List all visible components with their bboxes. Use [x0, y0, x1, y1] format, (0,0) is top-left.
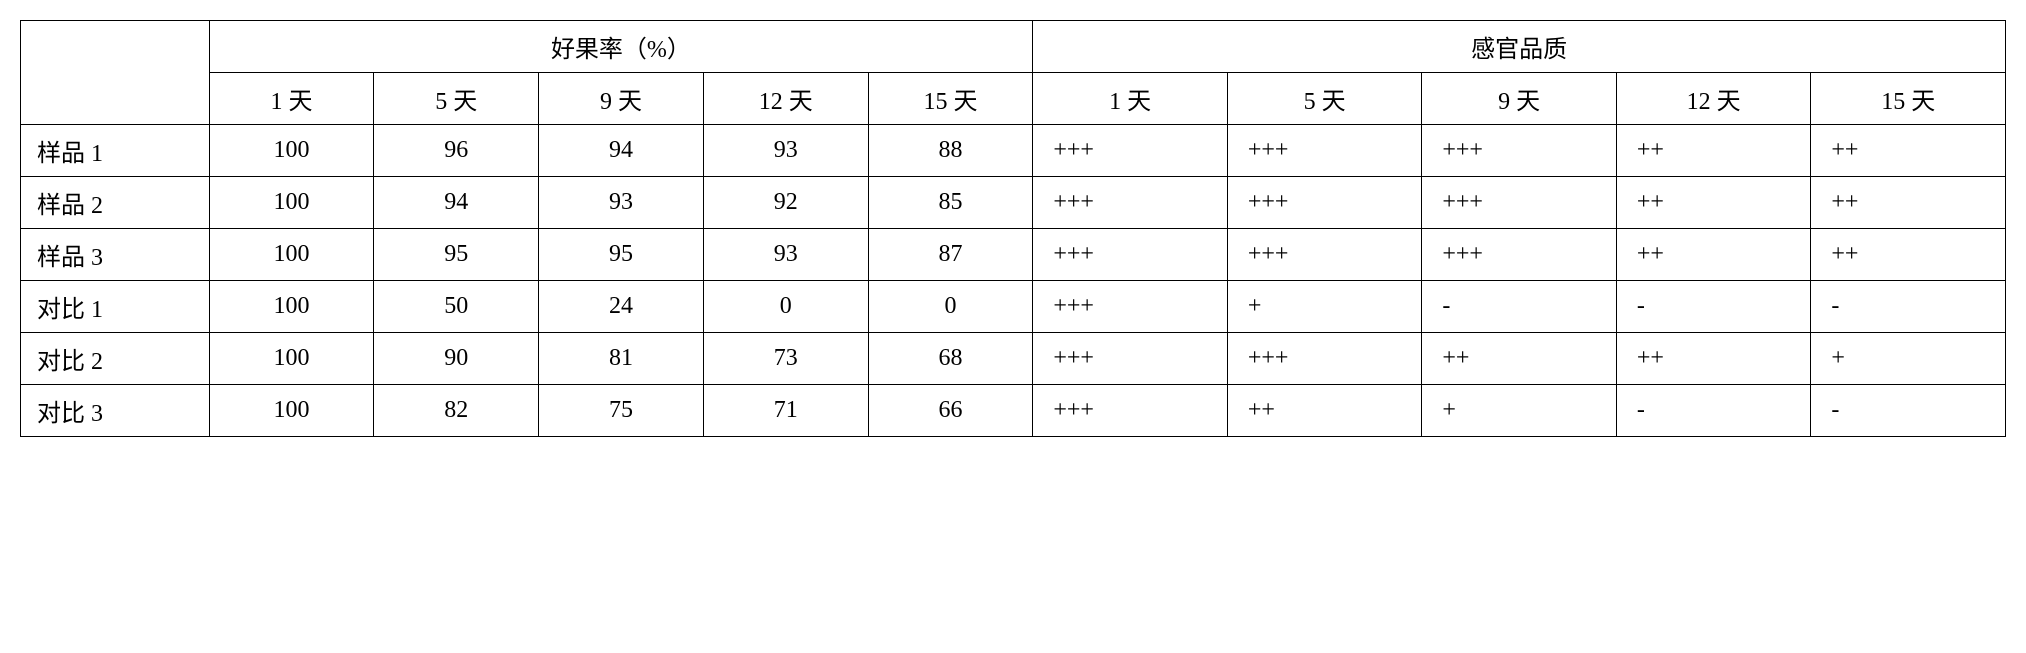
rate-cell: 0 [868, 281, 1033, 333]
subheader-cell: 5 天 [374, 73, 539, 125]
rate-cell: 100 [209, 125, 374, 177]
subheader-cell: 15 天 [1811, 73, 2006, 125]
row-label: 对比 1 [21, 281, 210, 333]
sensory-cell: +++ [1227, 229, 1422, 281]
sensory-cell: ++ [1811, 177, 2006, 229]
subheader-cell: 9 天 [1422, 73, 1617, 125]
corner-header [21, 21, 210, 125]
sensory-cell: ++ [1616, 333, 1811, 385]
table-row: 对比 2 100 90 81 73 68 +++ +++ ++ ++ + [21, 333, 2006, 385]
sensory-cell: +++ [1422, 177, 1617, 229]
table-row: 样品 3 100 95 95 93 87 +++ +++ +++ ++ ++ [21, 229, 2006, 281]
subheader-cell: 9 天 [539, 73, 704, 125]
row-label: 对比 2 [21, 333, 210, 385]
rate-cell: 93 [539, 177, 704, 229]
subheader-cell: 12 天 [703, 73, 868, 125]
rate-cell: 93 [703, 229, 868, 281]
subheader-cell: 12 天 [1616, 73, 1811, 125]
sensory-cell: +++ [1422, 125, 1617, 177]
row-label: 对比 3 [21, 385, 210, 437]
rate-cell: 75 [539, 385, 704, 437]
table-body: 样品 1 100 96 94 93 88 +++ +++ +++ ++ ++ 样… [21, 125, 2006, 437]
group-header-sensory: 感官品质 [1033, 21, 2006, 73]
sensory-cell: +++ [1033, 125, 1228, 177]
rate-cell: 94 [374, 177, 539, 229]
rate-cell: 81 [539, 333, 704, 385]
rate-cell: 94 [539, 125, 704, 177]
subheader-cell: 15 天 [868, 73, 1033, 125]
rate-cell: 66 [868, 385, 1033, 437]
sensory-cell: + [1422, 385, 1617, 437]
rate-cell: 73 [703, 333, 868, 385]
sensory-cell: + [1227, 281, 1422, 333]
sensory-cell: ++ [1227, 385, 1422, 437]
group-header-rate: 好果率（%） [209, 21, 1033, 73]
sensory-cell: - [1616, 385, 1811, 437]
sensory-cell: - [1616, 281, 1811, 333]
subheader-cell: 1 天 [1033, 73, 1228, 125]
rate-cell: 24 [539, 281, 704, 333]
sensory-cell: ++ [1422, 333, 1617, 385]
rate-cell: 85 [868, 177, 1033, 229]
rate-cell: 0 [703, 281, 868, 333]
header-row-2: 1 天 5 天 9 天 12 天 15 天 1 天 5 天 9 天 12 天 1… [21, 73, 2006, 125]
rate-cell: 100 [209, 385, 374, 437]
sensory-cell: +++ [1033, 229, 1228, 281]
rate-cell: 100 [209, 333, 374, 385]
table-row: 样品 2 100 94 93 92 85 +++ +++ +++ ++ ++ [21, 177, 2006, 229]
sensory-cell: +++ [1033, 333, 1228, 385]
sensory-cell: - [1422, 281, 1617, 333]
sensory-cell: +++ [1033, 177, 1228, 229]
sensory-cell: +++ [1227, 333, 1422, 385]
table-row: 对比 1 100 50 24 0 0 +++ + - - - [21, 281, 2006, 333]
sensory-cell: +++ [1033, 385, 1228, 437]
row-label: 样品 3 [21, 229, 210, 281]
sensory-cell: - [1811, 385, 2006, 437]
table-row: 对比 3 100 82 75 71 66 +++ ++ + - - [21, 385, 2006, 437]
header-row-1: 好果率（%） 感官品质 [21, 21, 2006, 73]
results-table: 好果率（%） 感官品质 1 天 5 天 9 天 12 天 15 天 1 天 5 … [20, 20, 2006, 437]
rate-cell: 93 [703, 125, 868, 177]
rate-cell: 50 [374, 281, 539, 333]
rate-cell: 100 [209, 177, 374, 229]
rate-cell: 82 [374, 385, 539, 437]
sensory-cell: ++ [1616, 229, 1811, 281]
sensory-cell: +++ [1422, 229, 1617, 281]
sensory-cell: ++ [1811, 229, 2006, 281]
rate-cell: 96 [374, 125, 539, 177]
sensory-cell: - [1811, 281, 2006, 333]
rate-cell: 100 [209, 229, 374, 281]
rate-cell: 68 [868, 333, 1033, 385]
rate-cell: 95 [539, 229, 704, 281]
rate-cell: 87 [868, 229, 1033, 281]
sensory-cell: +++ [1227, 125, 1422, 177]
sensory-cell: ++ [1811, 125, 2006, 177]
sensory-cell: + [1811, 333, 2006, 385]
rate-cell: 90 [374, 333, 539, 385]
sensory-cell: ++ [1616, 177, 1811, 229]
row-label: 样品 1 [21, 125, 210, 177]
rate-cell: 95 [374, 229, 539, 281]
rate-cell: 100 [209, 281, 374, 333]
rate-cell: 92 [703, 177, 868, 229]
sensory-cell: +++ [1033, 281, 1228, 333]
subheader-cell: 1 天 [209, 73, 374, 125]
subheader-cell: 5 天 [1227, 73, 1422, 125]
sensory-cell: +++ [1227, 177, 1422, 229]
sensory-cell: ++ [1616, 125, 1811, 177]
rate-cell: 88 [868, 125, 1033, 177]
table-row: 样品 1 100 96 94 93 88 +++ +++ +++ ++ ++ [21, 125, 2006, 177]
rate-cell: 71 [703, 385, 868, 437]
row-label: 样品 2 [21, 177, 210, 229]
